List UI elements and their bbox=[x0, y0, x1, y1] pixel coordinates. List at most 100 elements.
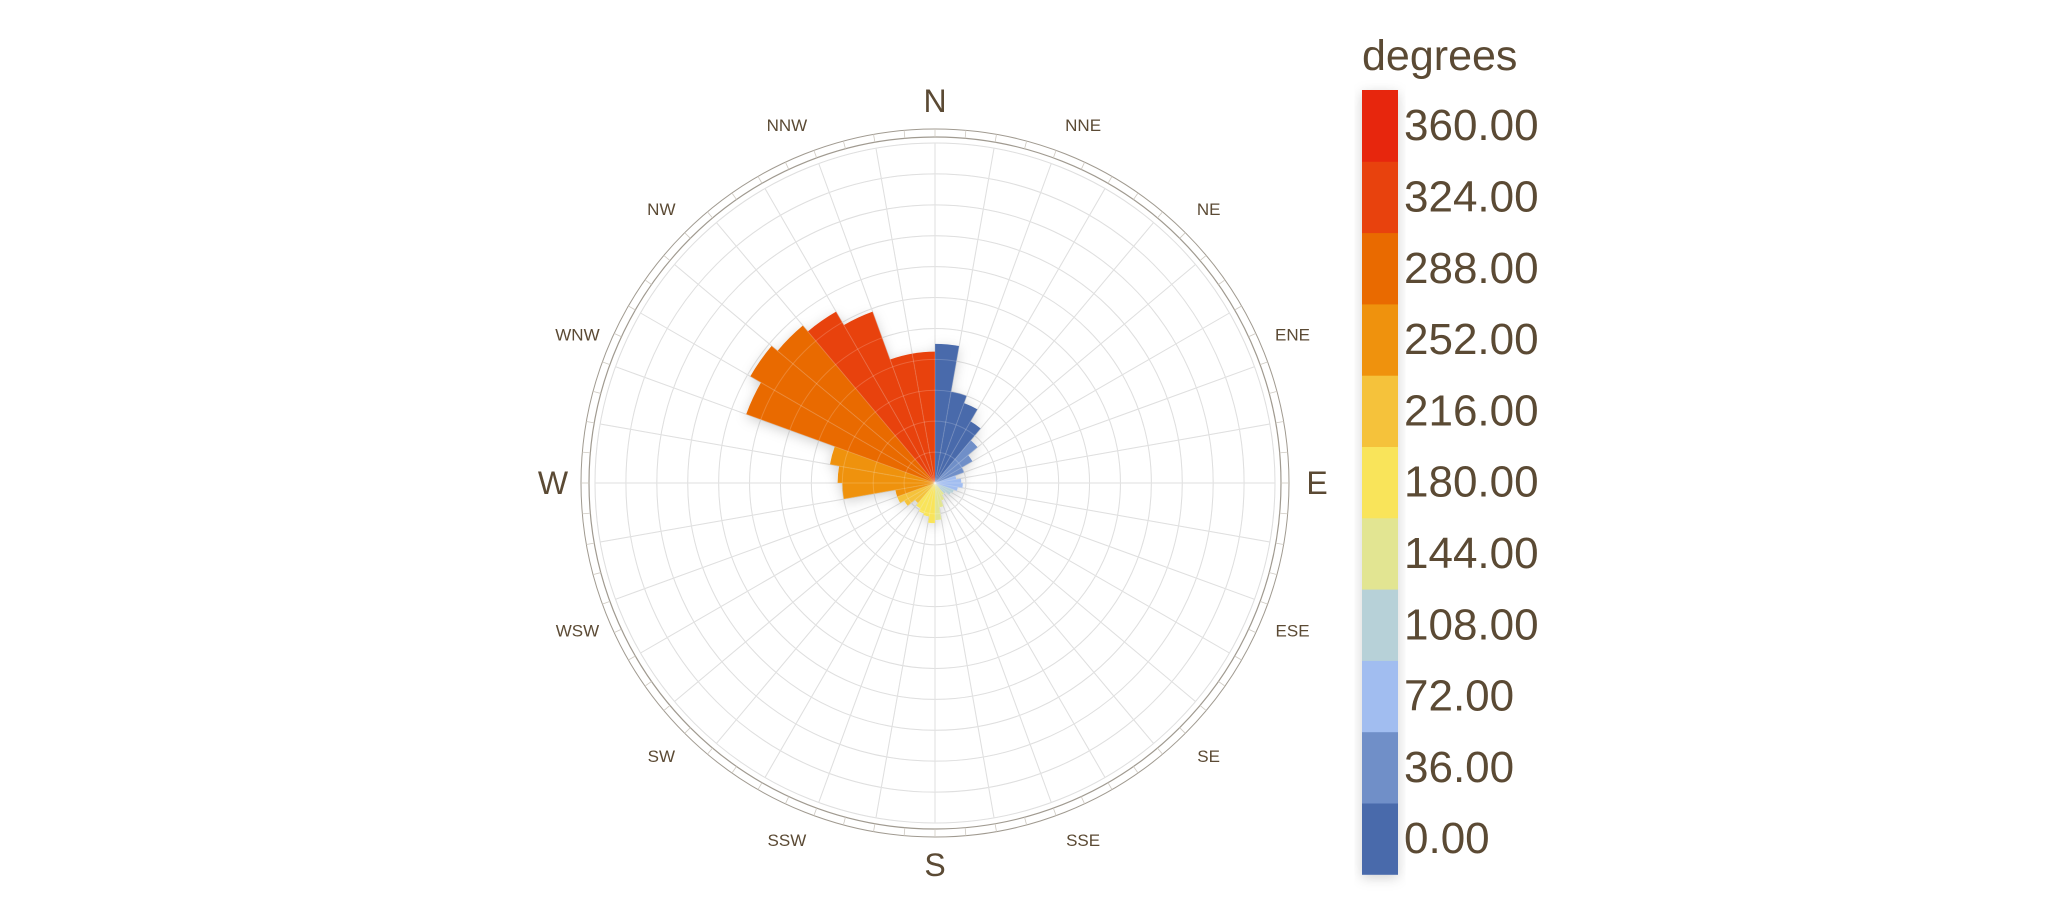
colorbar-band bbox=[1362, 660, 1398, 733]
grid-spoke-overlay bbox=[934, 264, 1196, 484]
sector-bar bbox=[935, 483, 952, 495]
sector-bar bbox=[904, 483, 935, 506]
frame-tick bbox=[1080, 796, 1085, 805]
frame-tick bbox=[1157, 747, 1163, 755]
sector-bar bbox=[935, 483, 963, 488]
grid-spoke-overlay bbox=[674, 264, 936, 484]
sector-bar bbox=[807, 311, 935, 483]
frame-tick bbox=[1199, 705, 1207, 711]
sector-bar bbox=[777, 325, 935, 483]
sector-bar bbox=[843, 311, 935, 483]
frame-tick bbox=[1052, 150, 1057, 159]
frame-tick bbox=[1234, 305, 1242, 311]
grid-ring-overlay bbox=[841, 389, 1029, 577]
colorbar-band bbox=[1362, 303, 1398, 376]
grid-spoke bbox=[640, 482, 936, 654]
frame-tick bbox=[903, 130, 906, 139]
colorbar-tick-label: 144.00 bbox=[1404, 529, 1539, 578]
frame-tick bbox=[1133, 192, 1139, 200]
grid-spoke-overlay bbox=[934, 482, 1052, 803]
frame-tick bbox=[592, 390, 601, 394]
grid-spoke-overlay bbox=[716, 222, 936, 484]
grid-spoke bbox=[818, 482, 936, 803]
grid-spoke bbox=[934, 482, 1106, 778]
sector-bar bbox=[935, 483, 946, 494]
sector-bar bbox=[935, 478, 962, 483]
grid-spoke-overlay bbox=[615, 366, 936, 484]
compass-label-ssw: SSW bbox=[768, 831, 807, 850]
frame-tick bbox=[1157, 211, 1163, 219]
grid-spoke-overlay bbox=[716, 482, 936, 744]
frame-tick bbox=[964, 130, 967, 139]
grid-spoke-overlay bbox=[764, 188, 936, 484]
frame-tick bbox=[1269, 572, 1278, 576]
sector-bar bbox=[935, 483, 945, 501]
grid-spoke-overlay bbox=[615, 482, 936, 600]
frame-tick bbox=[994, 823, 997, 832]
colorbar-band bbox=[1362, 446, 1398, 519]
grid-spoke bbox=[934, 482, 995, 818]
grid-spoke bbox=[875, 482, 936, 818]
grid-spoke-overlay bbox=[934, 312, 1230, 484]
colorbar-tick-label: 360.00 bbox=[1404, 101, 1539, 150]
frame-tick bbox=[602, 600, 611, 605]
frame-tick bbox=[964, 827, 967, 836]
colorbar-tick-label: 216.00 bbox=[1404, 386, 1539, 435]
grid-spoke bbox=[934, 482, 1052, 803]
grid-spoke-overlay bbox=[764, 482, 936, 778]
frame-tick bbox=[731, 766, 737, 774]
compass-label-sw: SW bbox=[648, 747, 675, 766]
compass-frame bbox=[580, 128, 1290, 838]
compass-label-nw: NW bbox=[647, 200, 675, 219]
frame-tick bbox=[613, 628, 622, 633]
frame-tick bbox=[663, 255, 671, 261]
frame-tick bbox=[873, 823, 876, 832]
grid-spoke-overlay bbox=[640, 312, 936, 484]
frame-tick bbox=[785, 161, 790, 170]
sector-bar bbox=[895, 483, 935, 497]
grid-spoke-overlay bbox=[934, 482, 1270, 543]
frame-tick bbox=[1179, 727, 1186, 734]
frame-tick bbox=[813, 807, 818, 816]
grid-spoke bbox=[934, 423, 1270, 484]
grid-ring-overlay bbox=[594, 142, 1276, 824]
sector-bar bbox=[935, 483, 944, 496]
grid-ring-overlay bbox=[749, 297, 1121, 669]
compass-label-ese: ESE bbox=[1276, 622, 1310, 641]
grid-spoke-overlay bbox=[934, 482, 1230, 654]
frame-tick bbox=[684, 232, 691, 239]
frame-tick bbox=[644, 681, 652, 687]
compass-label-wnw: WNW bbox=[555, 325, 599, 344]
colorbar-tick-label: 288.00 bbox=[1404, 244, 1539, 293]
grid-spoke-overlay bbox=[934, 222, 1154, 484]
frame-tick bbox=[586, 421, 595, 424]
colorbar-tick-label: 108.00 bbox=[1404, 600, 1539, 649]
sector-bar bbox=[935, 421, 981, 483]
grid-spoke-overlay bbox=[934, 163, 1052, 484]
sector-bar bbox=[923, 483, 935, 517]
compass-label-n: N bbox=[923, 83, 946, 119]
grid-ring-overlay bbox=[903, 451, 967, 515]
frame-tick bbox=[1133, 766, 1139, 774]
sector-bar bbox=[935, 483, 958, 491]
grid-spoke bbox=[764, 482, 936, 778]
frame-tick bbox=[873, 134, 876, 143]
sector-bar bbox=[890, 353, 935, 483]
frame-tick bbox=[1218, 279, 1226, 285]
grid-spoke-overlay bbox=[934, 188, 1106, 484]
colorbar-tick-label: 324.00 bbox=[1404, 172, 1539, 221]
grid-spoke bbox=[674, 482, 936, 702]
sector-bar bbox=[912, 351, 935, 483]
grid-spoke-overlay bbox=[600, 482, 936, 543]
grid-spoke bbox=[934, 482, 1154, 744]
frame-tick bbox=[628, 305, 636, 311]
compass-label-ne: NE bbox=[1197, 200, 1221, 219]
frame-tick bbox=[757, 782, 763, 790]
frame-tick bbox=[903, 827, 906, 836]
sector-bar bbox=[897, 483, 935, 504]
grid-ring-overlay bbox=[872, 420, 998, 546]
sector-bar bbox=[935, 467, 965, 483]
grid-spoke-overlay bbox=[818, 163, 936, 484]
frame-tick bbox=[994, 134, 997, 143]
grid-spoke-overlay bbox=[600, 423, 936, 484]
